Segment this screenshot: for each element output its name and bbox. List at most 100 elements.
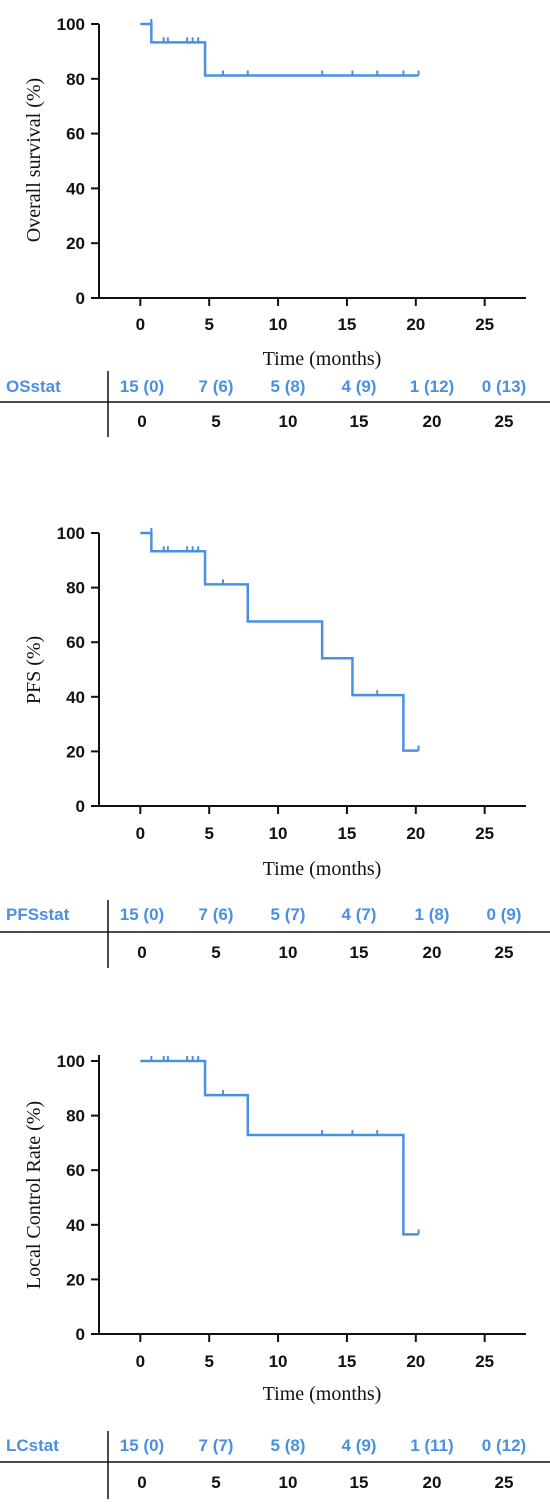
pfs-curve-layer xyxy=(140,528,420,752)
pfs-x-axis-label: Time (months) xyxy=(263,858,382,880)
lc-risk-value: 15 (0) xyxy=(120,1436,164,1455)
lc-risk-time: 0 xyxy=(137,1473,146,1492)
pfs-risk-time: 0 xyxy=(137,943,146,962)
os-x-ticks: 0 5 10 15 20 25 xyxy=(136,298,494,334)
pfs-x-tick-label: 20 xyxy=(406,824,425,843)
os-risk-times: 0 5 10 15 20 25 xyxy=(137,412,513,431)
lc-survival-curve xyxy=(140,1059,419,1236)
pfs-risk-times: 0 5 10 15 20 25 xyxy=(137,943,513,962)
os-x-tick-label: 5 xyxy=(204,315,213,334)
pfs-risk-value: 4 (7) xyxy=(342,905,377,924)
os-risk-label: OSstat xyxy=(6,377,61,396)
pfs-risk-time: 20 xyxy=(423,943,442,962)
os-risk-value: 7 (6) xyxy=(199,377,234,396)
os-x-tick-label: 10 xyxy=(269,315,288,334)
os-risk-time: 25 xyxy=(495,412,514,431)
pfs-x-tick-label: 15 xyxy=(337,824,356,843)
lc-y-tick-label: 60 xyxy=(66,1161,85,1180)
os-y-tick-label: 20 xyxy=(66,234,85,253)
os-survival-curve xyxy=(140,22,419,77)
lc-risk-time: 10 xyxy=(279,1473,298,1492)
os-risk-time: 10 xyxy=(279,412,298,431)
os-risk-value: 15 (0) xyxy=(120,377,164,396)
lc-risk-time: 5 xyxy=(211,1473,220,1492)
os-y-ticks: 0 20 40 60 80 100 xyxy=(57,15,99,308)
lc-x-tick-label: 10 xyxy=(269,1352,288,1371)
os-y-tick-label: 100 xyxy=(57,15,85,34)
os-y-tick-label: 0 xyxy=(76,289,85,308)
os-y-tick-label: 40 xyxy=(66,179,85,198)
os-curve-layer xyxy=(140,19,420,77)
os-x-tick-label: 20 xyxy=(406,315,425,334)
os-risk-time: 0 xyxy=(137,412,146,431)
pfs-x-tick-label: 5 xyxy=(204,824,213,843)
lc-risk-value: 5 (8) xyxy=(271,1436,306,1455)
lc-x-tick-label: 20 xyxy=(406,1352,425,1371)
pfs-risk-value: 1 (8) xyxy=(415,905,450,924)
lc-y-axis-label: Local Control Rate (%) xyxy=(23,1101,45,1289)
lc-risk-times: 0 5 10 15 20 25 xyxy=(137,1473,513,1492)
pfs-risk-table: PFSstat 15 (0) 7 (6) 5 (7) 4 (7) 1 (8) 0 (9) … xyxy=(0,900,550,968)
lc-x-tick-label: 15 xyxy=(337,1352,356,1371)
os-risk-value: 5 (8) xyxy=(271,377,306,396)
lc-risk-value: 0 (12) xyxy=(482,1436,526,1455)
lc-risk-values: 15 (0) 7 (7) 5 (8) 4 (9) 1 (11) 0 (12) xyxy=(120,1436,526,1455)
lc-risk-time: 25 xyxy=(495,1473,514,1492)
os-y-tick-label: 60 xyxy=(66,125,85,144)
lc-x-tick-label: 5 xyxy=(204,1352,213,1371)
os-risk-value: 4 (9) xyxy=(342,377,377,396)
pfs-risk-value: 5 (7) xyxy=(271,905,306,924)
lc-risk-label: LCstat xyxy=(6,1436,59,1455)
pfs-x-tick-label: 0 xyxy=(136,824,145,843)
lc-y-tick-label: 0 xyxy=(76,1325,85,1344)
pfs-risk-time: 15 xyxy=(350,943,369,962)
pfs-y-tick-label: 40 xyxy=(66,688,85,707)
lc-risk-value: 4 (9) xyxy=(342,1436,377,1455)
os-risk-time: 20 xyxy=(423,412,442,431)
lc-risk-table: LCstat 15 (0) 7 (7) 5 (8) 4 (9) 1 (11) 0 (12)… xyxy=(0,1431,550,1499)
lc-risk-value: 7 (7) xyxy=(199,1436,234,1455)
lc-x-ticks: 0 5 10 15 20 25 xyxy=(136,1334,494,1371)
pfs-y-axis-label: PFS (%) xyxy=(23,636,45,704)
pfs-x-tick-label: 25 xyxy=(475,824,494,843)
os-risk-value: 0 (13) xyxy=(482,377,526,396)
pfs-x-tick-label: 10 xyxy=(269,824,288,843)
lc-y-tick-label: 20 xyxy=(66,1270,85,1289)
os-x-tick-label: 0 xyxy=(136,315,145,334)
os-risk-value: 1 (12) xyxy=(410,377,454,396)
os-x-axis-label: Time (months) xyxy=(263,348,382,370)
os-x-tick-label: 25 xyxy=(475,315,494,334)
os-risk-table: OSstat 15 (0) 7 (6) 5 (8) 4 (9) 1 (12) 0 (13)… xyxy=(0,371,550,437)
pfs-y-tick-label: 80 xyxy=(66,579,85,598)
pfs-survival-curve xyxy=(140,531,419,752)
lc-risk-value: 1 (11) xyxy=(410,1436,453,1455)
pfs-risk-value: 0 (9) xyxy=(487,905,522,924)
panel-pfs: 0 20 40 60 80 100 0 5 10 15 20 25 PFS (%) Time (mo… xyxy=(23,524,526,880)
lc-curve-layer xyxy=(140,1056,420,1236)
pfs-y-tick-label: 100 xyxy=(57,524,85,543)
lc-y-tick-label: 40 xyxy=(66,1216,85,1235)
panel-os: 0 20 40 60 80 100 0 5 10 15 20 25 Overall survival… xyxy=(23,15,526,370)
pfs-risk-values: 15 (0) 7 (6) 5 (7) 4 (7) 1 (8) 0 (9) xyxy=(120,905,522,924)
os-risk-time: 15 xyxy=(350,412,369,431)
pfs-risk-time: 25 xyxy=(495,943,514,962)
os-y-tick-label: 80 xyxy=(66,70,85,89)
pfs-y-tick-label: 0 xyxy=(76,797,85,816)
lc-y-tick-label: 100 xyxy=(57,1052,85,1071)
lc-x-axis-label: Time (months) xyxy=(263,1383,382,1405)
lc-y-ticks: 0 20 40 60 80 100 xyxy=(57,1052,99,1344)
pfs-risk-value: 15 (0) xyxy=(120,905,164,924)
pfs-risk-time: 5 xyxy=(211,943,220,962)
pfs-y-tick-label: 20 xyxy=(66,742,85,761)
lc-risk-time: 20 xyxy=(423,1473,442,1492)
lc-x-tick-label: 0 xyxy=(136,1352,145,1371)
pfs-y-ticks: 0 20 40 60 80 100 xyxy=(57,524,99,816)
lc-y-tick-label: 80 xyxy=(66,1107,85,1126)
os-risk-time: 5 xyxy=(211,412,220,431)
pfs-y-tick-label: 60 xyxy=(66,633,85,652)
lc-x-tick-label: 25 xyxy=(475,1352,494,1371)
pfs-risk-time: 10 xyxy=(279,943,298,962)
os-risk-values: 15 (0) 7 (6) 5 (8) 4 (9) 1 (12) 0 (13) xyxy=(120,377,526,396)
panel-lc: 0 20 40 60 80 100 0 5 10 15 20 25 Local Control Ra… xyxy=(23,1052,526,1405)
